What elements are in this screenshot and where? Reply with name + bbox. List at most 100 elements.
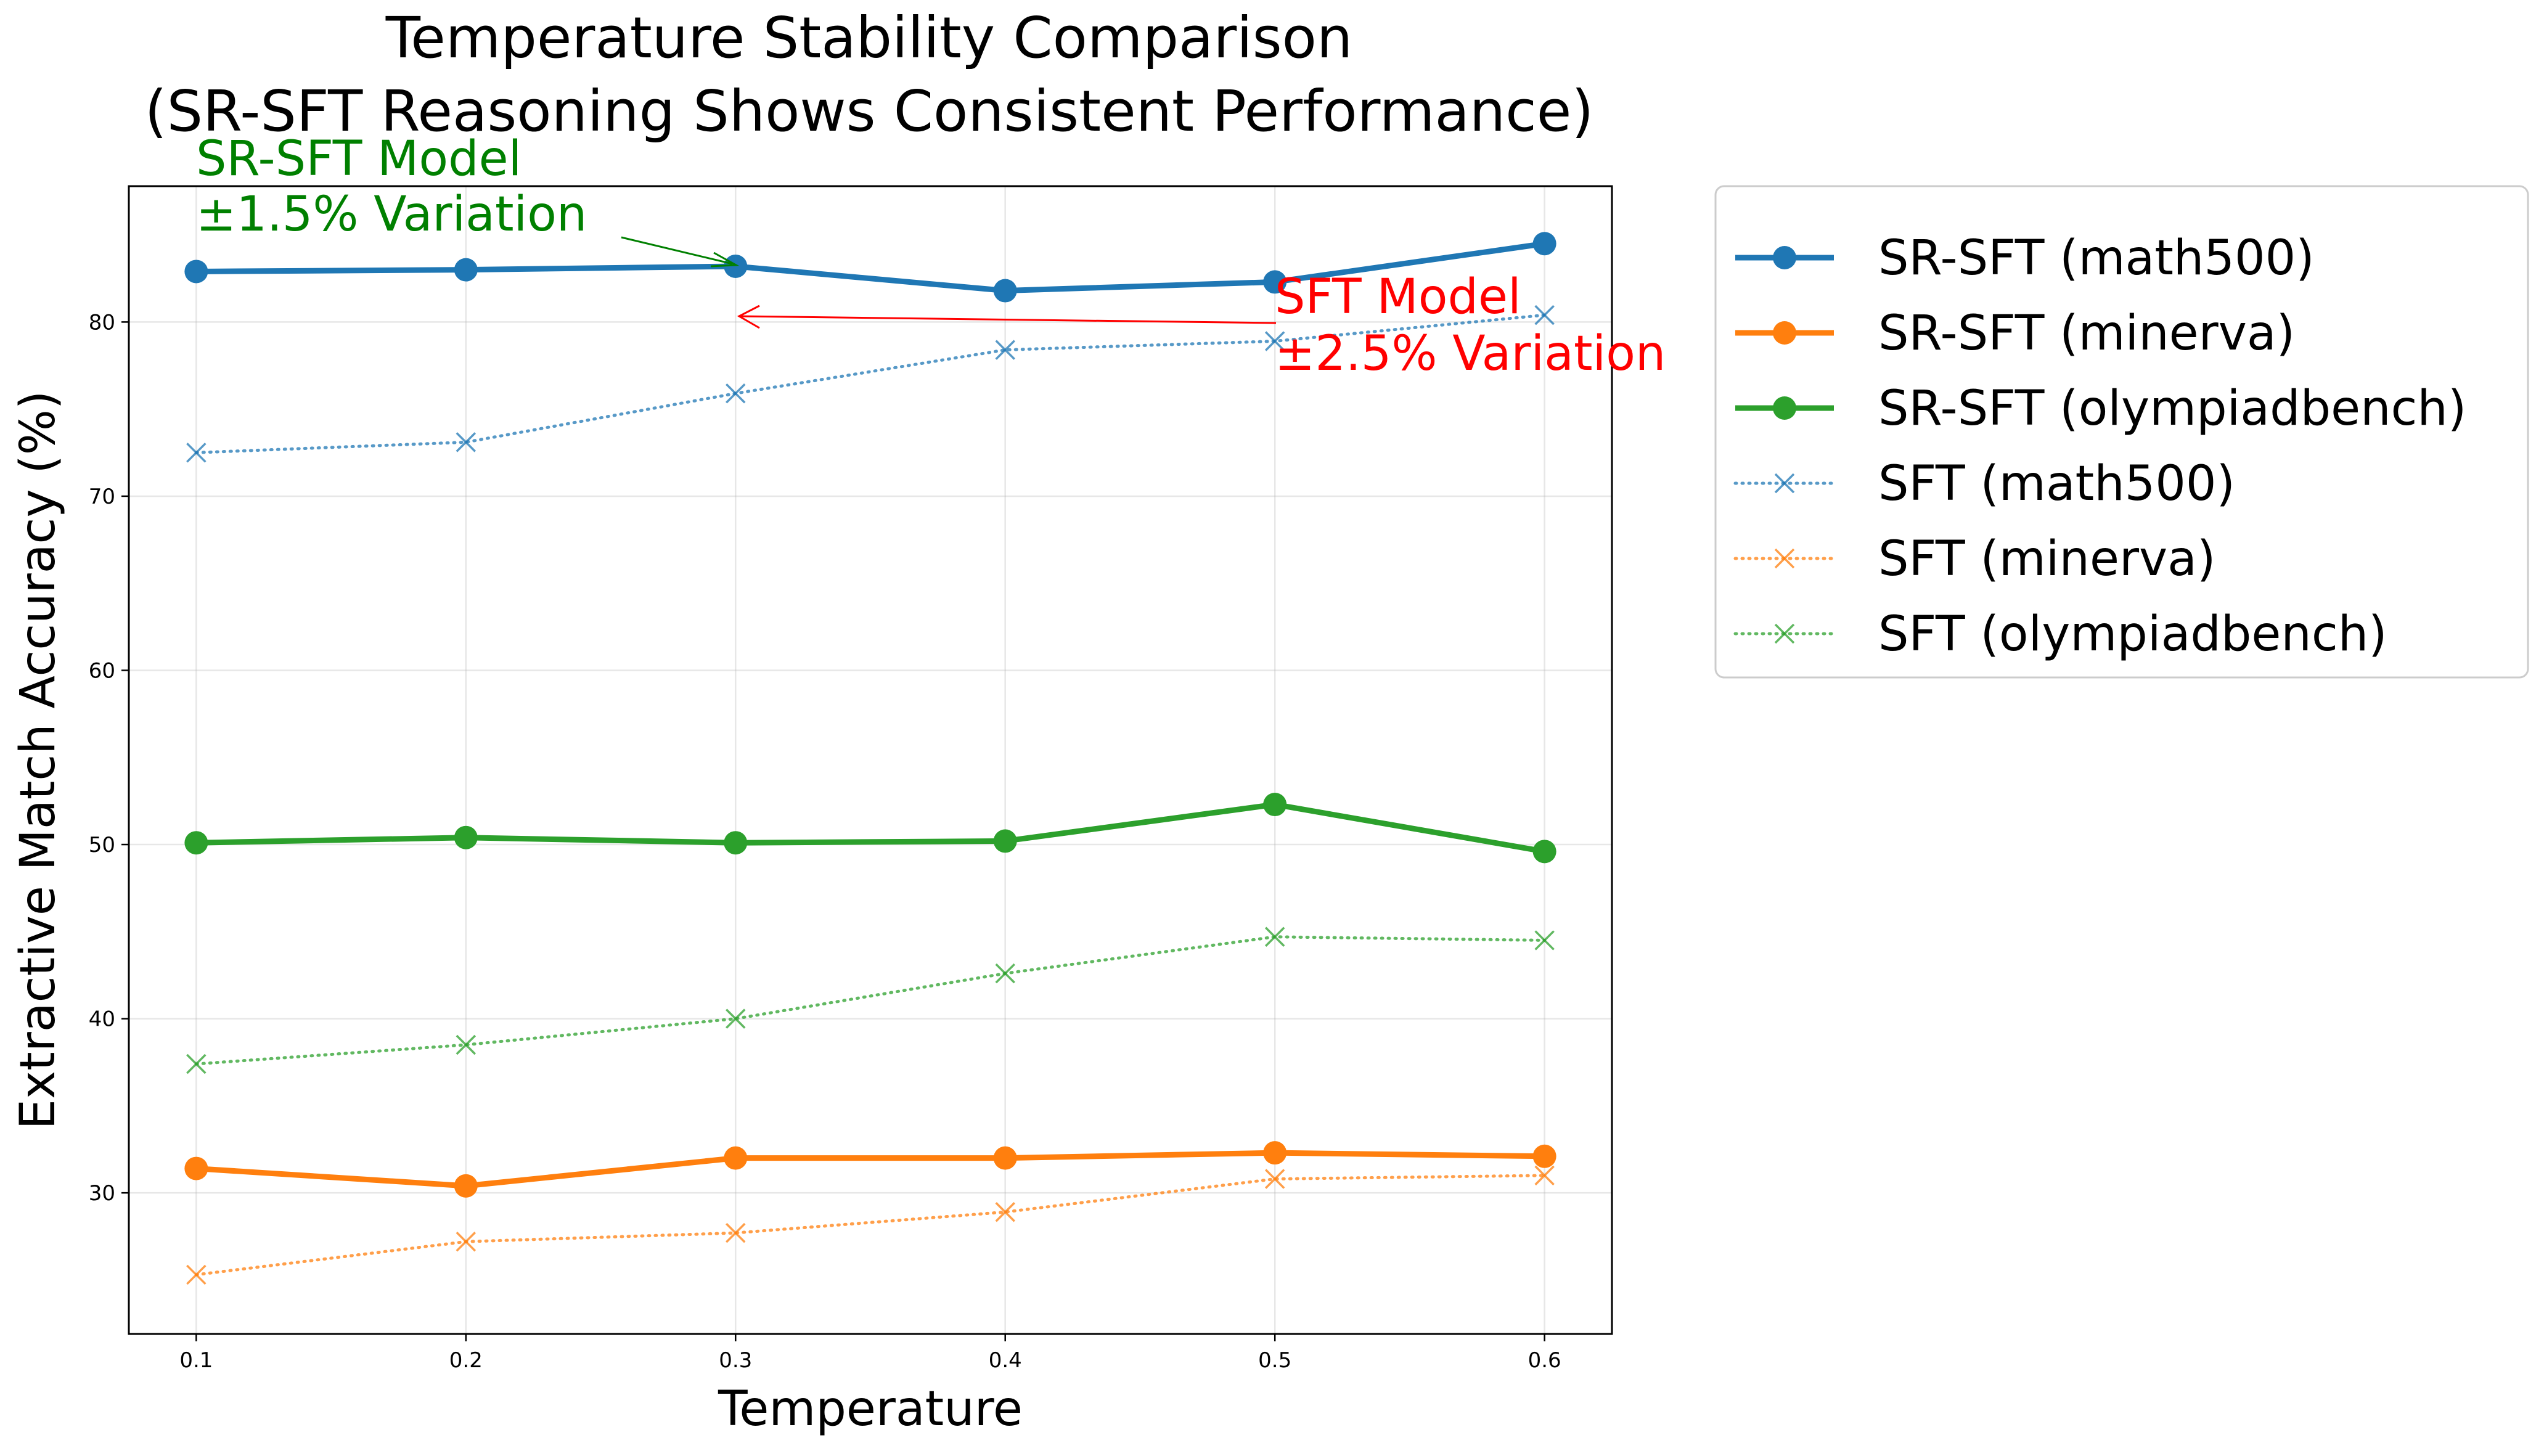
y-tick-label: 70	[89, 485, 115, 509]
data-point	[726, 1008, 746, 1029]
x-marker-stroke	[1534, 930, 1555, 951]
series-line	[194, 935, 1547, 1066]
data-point	[995, 1201, 1015, 1222]
series-line	[196, 801, 1545, 854]
data-point	[1263, 270, 1287, 294]
x-marker-stroke	[1774, 548, 1795, 569]
legend-marker	[1774, 473, 1795, 494]
x-marker-stroke	[186, 443, 207, 463]
x-marker-stroke	[726, 1008, 746, 1029]
x-tick-label: 0.4	[989, 1348, 1022, 1373]
x-marker-stroke	[1534, 1165, 1555, 1186]
data-point	[186, 443, 207, 463]
legend-label: SR-SFT (olympiadbench)	[1878, 381, 2466, 436]
data-point	[1534, 305, 1555, 325]
data-point	[184, 260, 208, 284]
annotation-sft-line2: ±2.5% Variation	[1275, 326, 1666, 382]
data-point	[993, 1146, 1017, 1170]
annotation-sft-arrow	[739, 315, 1277, 324]
data-point	[456, 1232, 476, 1252]
data-series	[184, 232, 1556, 1285]
legend-label: SFT (math500)	[1878, 456, 2235, 512]
legend-label: SFT (olympiadbench)	[1878, 607, 2387, 662]
x-marker-stroke	[456, 1232, 476, 1252]
y-tick-label: 80	[89, 310, 115, 335]
legend-entry-sft-olympiadbench: SFT (olympiadbench)	[1733, 607, 2387, 662]
data-point	[1264, 1169, 1285, 1189]
legend-marker	[1773, 321, 1796, 345]
data-point	[184, 1156, 208, 1180]
data-point	[1532, 232, 1556, 256]
legend-marker	[1773, 246, 1796, 269]
data-point	[995, 340, 1015, 360]
x-tick-label: 0.5	[1258, 1348, 1291, 1373]
legend-marker	[1773, 396, 1796, 420]
series-sr-sft-minerva	[184, 1141, 1556, 1198]
legend-entry-sft-math500: SFT (math500)	[1733, 456, 2235, 512]
data-point	[1264, 331, 1285, 351]
x-marker-stroke	[995, 1201, 1015, 1222]
chart-title-line1: Temperature Stability Comparison	[385, 5, 1353, 71]
data-point	[454, 825, 478, 849]
legend-entry-sr-sft-olympiadbench: SR-SFT (olympiadbench)	[1735, 381, 2466, 436]
annotation-srsft-line2: ±1.5% Variation	[196, 187, 587, 242]
plot-frame	[128, 185, 1613, 1335]
legend: SR-SFT (math500) SR-SFT (minerva) SR-SFT (…	[1714, 185, 2529, 679]
data-point	[1532, 840, 1556, 864]
axis-ticks: 0.1 0.2 0.3 0.4 0.5 0.6 30 40 50 60 70 80	[89, 310, 1561, 1373]
annotation-srsft: SR-SFT Model ±1.5% Variation	[196, 131, 740, 268]
x-marker-stroke	[726, 1222, 746, 1243]
x-tick-label: 0.2	[449, 1348, 483, 1373]
data-point	[454, 1174, 478, 1198]
legend-entry-sft-minerva: SFT (minerva)	[1733, 531, 2215, 587]
x-marker-stroke	[186, 1264, 207, 1285]
annotation-srsft-arrowhead	[710, 252, 740, 268]
data-point	[186, 1053, 207, 1074]
x-axis-label: Temperature	[718, 1381, 1023, 1437]
y-axis-label: Extractive Match Accuracy (%)	[10, 391, 66, 1130]
data-point	[454, 258, 478, 282]
data-point	[1532, 1144, 1556, 1168]
y-tick-label: 60	[89, 658, 115, 683]
x-marker-stroke	[456, 432, 476, 452]
data-point	[724, 831, 748, 855]
x-marker-stroke	[186, 1053, 207, 1074]
data-point	[995, 963, 1015, 984]
data-point	[724, 254, 748, 278]
x-marker-stroke	[1774, 623, 1795, 644]
annotation-srsft-arrow	[621, 236, 733, 265]
y-tick-label: 50	[89, 833, 115, 857]
data-point	[993, 829, 1017, 853]
data-point	[1534, 930, 1555, 951]
data-point	[1263, 1141, 1287, 1165]
series-line	[194, 1174, 1547, 1277]
grid	[129, 186, 1612, 1334]
data-point	[726, 1222, 746, 1243]
y-tick-label: 30	[89, 1181, 115, 1206]
data-point	[456, 432, 476, 452]
x-marker-stroke	[1264, 331, 1285, 351]
x-marker-stroke	[1264, 1169, 1285, 1189]
x-marker-stroke	[1774, 473, 1795, 494]
data-point	[186, 1264, 207, 1285]
data-point	[1264, 926, 1285, 947]
x-tick-label: 0.6	[1528, 1348, 1561, 1373]
legend-entry-sr-sft-math500: SR-SFT (math500)	[1735, 231, 2315, 286]
x-tick-label: 0.3	[719, 1348, 752, 1373]
series-sft-olympiadbench	[186, 926, 1555, 1074]
x-marker-stroke	[456, 1034, 476, 1055]
legend-marker	[1774, 548, 1795, 569]
annotation-sft: SFT Model ±2.5% Variation	[737, 269, 1666, 382]
x-marker-stroke	[1264, 926, 1285, 947]
legend-label: SR-SFT (math500)	[1878, 231, 2315, 286]
series-sft-math500	[186, 305, 1555, 463]
data-point	[724, 1146, 748, 1170]
series-line	[196, 240, 1545, 294]
legend-entry-sr-sft-minerva: SR-SFT (minerva)	[1735, 306, 2295, 361]
legend-box	[1714, 185, 2529, 679]
y-tick-label: 40	[89, 1007, 115, 1032]
data-point	[1534, 1165, 1555, 1186]
series-line	[194, 313, 1547, 454]
x-marker-stroke	[995, 340, 1015, 360]
series-sr-sft-math500	[184, 232, 1556, 303]
